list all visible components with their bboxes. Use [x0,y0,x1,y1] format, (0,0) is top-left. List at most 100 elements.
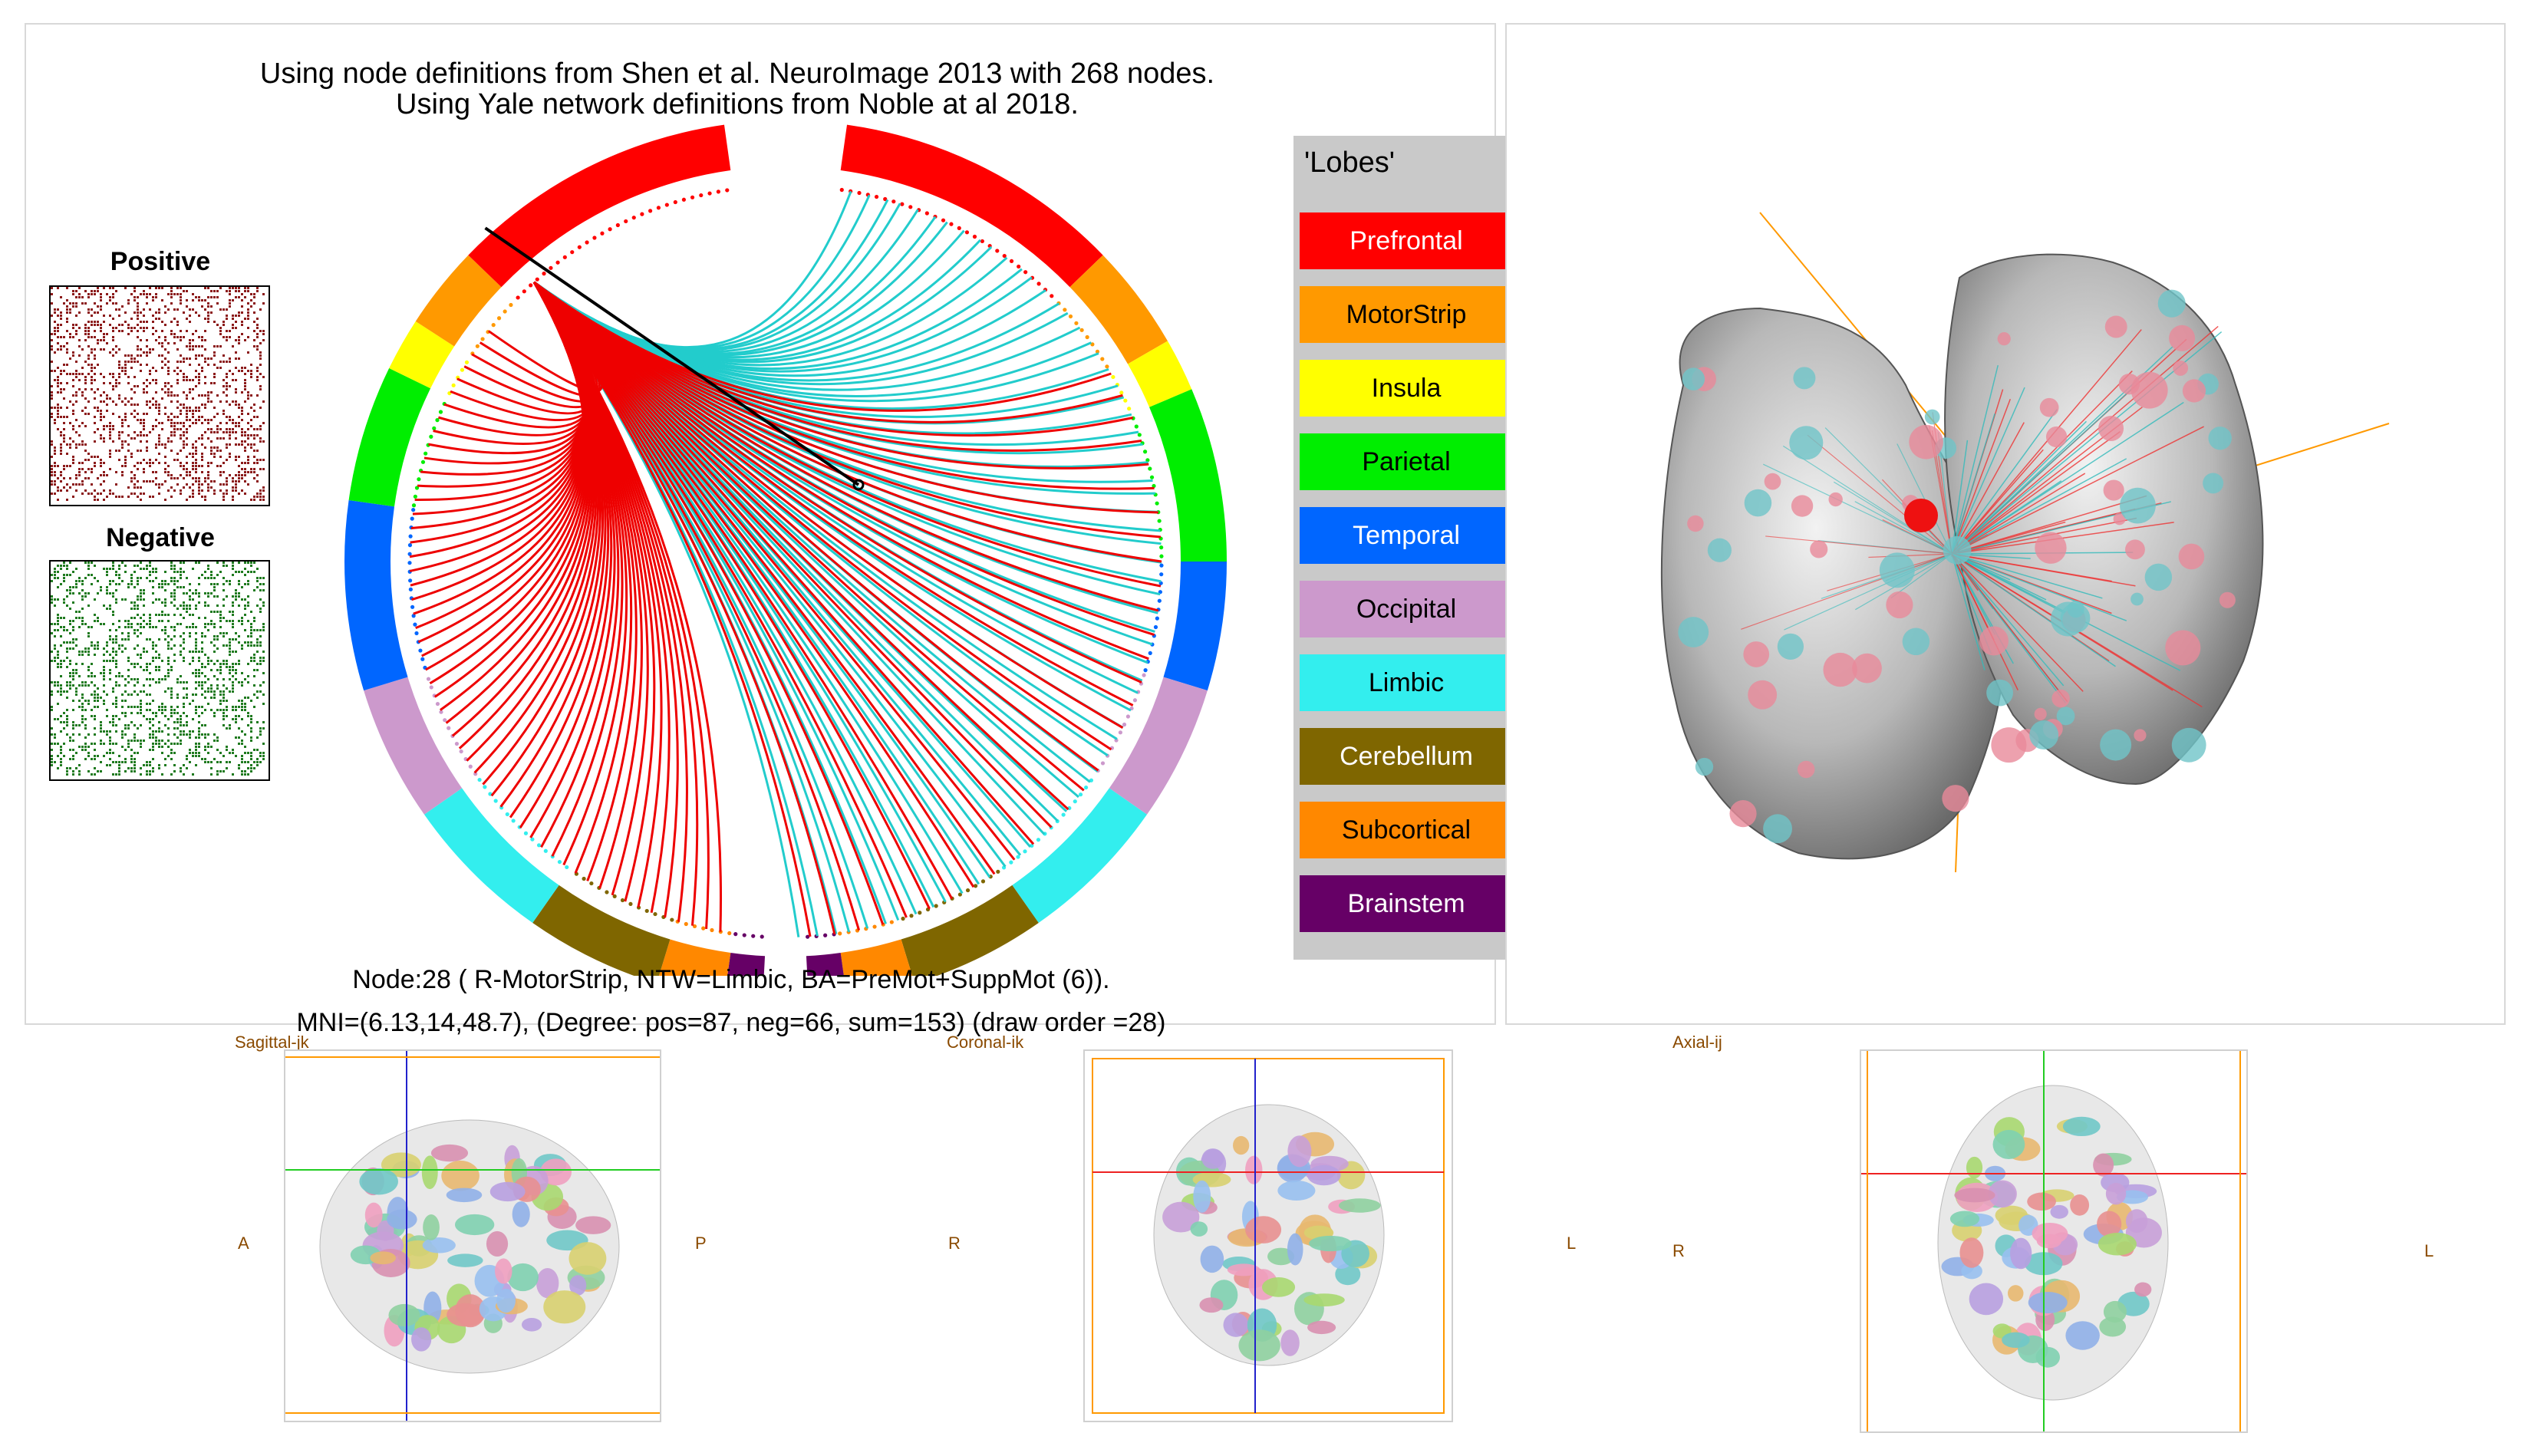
legend-item-parietal[interactable]: Parietal [1300,433,1513,490]
matrix-cell [121,496,124,498]
matrix-cell [152,641,154,644]
matrix-cell [183,373,185,375]
legend-item-motorstrip[interactable]: MotorStrip [1300,286,1513,343]
matrix-cell [216,749,219,751]
matrix-cell [204,394,206,397]
matrix-cell [219,620,222,622]
matrix-cell [229,638,231,641]
matrix-cell [256,496,259,498]
matrix-cell [226,632,228,634]
legend-item-temporal[interactable]: Temporal [1300,507,1513,564]
matrix-cell [60,721,62,723]
matrix-cell [94,614,96,616]
matrix-cell [118,397,120,400]
matrix-cell [158,437,160,440]
legend-item-occipital[interactable]: Occipital [1300,581,1513,637]
matrix-cell [244,440,246,443]
matrix-cell [244,287,246,289]
matrix-cell [192,568,194,570]
matrix-cell [112,647,114,650]
matrix-cell [100,589,102,591]
matrix-cell [222,324,225,326]
matrix-cell [84,758,87,760]
matrix-cell [173,489,176,492]
matrix-cell [66,330,68,332]
matrix-cell [94,743,96,745]
coronal-slice-viewer[interactable] [1083,1049,1453,1422]
matrix-cell [115,638,117,641]
matrix-cell [121,761,124,763]
node-dot [1061,812,1066,817]
matrix-cell [256,379,259,381]
matrix-cell [189,496,191,498]
matrix-cell [137,434,139,436]
brain-node [2067,601,2084,618]
connectivity-circle[interactable] [310,117,1261,976]
matrix-cell [176,721,179,723]
matrix-cell [235,456,237,458]
matrix-cell [219,669,222,671]
legend-item-limbic[interactable]: Limbic [1300,654,1513,711]
matrix-cell [180,296,182,298]
matrix-cell [54,743,56,745]
matrix-cell [158,730,160,733]
matrix-cell [180,623,182,625]
matrix-cell [94,311,96,314]
matrix-cell [75,370,77,372]
matrix-cell [167,644,170,647]
sagittal-slice-viewer[interactable] [284,1049,661,1422]
matrix-cell [127,327,130,329]
matrix-cell [250,299,252,301]
parcel-region [489,1181,526,1202]
sagittal-orient-right: P [695,1234,707,1253]
matrix-cell [57,598,59,601]
matrix-cell [256,758,259,760]
matrix-cell [204,709,206,711]
brain-3d-render-panel[interactable] [1505,23,2506,1025]
parcel-region [2028,1292,2068,1314]
matrix-cell [259,407,262,409]
matrix-cell [229,302,231,305]
matrix-cell [158,767,160,769]
matrix-cell [100,400,102,403]
matrix-cell [137,450,139,452]
matrix-cell [75,361,77,363]
brain-3d-render[interactable] [1507,25,2504,1022]
matrix-cell [213,407,216,409]
matrix-cell [143,321,145,323]
matrix-cell [140,654,142,656]
matrix-cell [189,598,191,601]
legend-item-brainstem[interactable]: Brainstem [1300,875,1513,932]
matrix-cell [130,397,133,400]
matrix-cell [207,394,209,397]
node-dot [941,218,946,222]
negative-matrix[interactable] [49,560,270,781]
matrix-cell [140,724,142,726]
matrix-cell [213,644,216,647]
positive-matrix[interactable] [49,285,270,506]
legend-item-subcortical[interactable]: Subcortical [1300,802,1513,858]
legend-item-prefrontal[interactable]: Prefrontal [1300,212,1513,269]
axial-slice-viewer[interactable] [1860,1049,2248,1433]
matrix-cell [143,308,145,311]
matrix-cell [81,348,84,351]
axial-slice[interactable] [1861,1051,2246,1431]
matrix-cell [109,721,111,723]
matrix-cell [210,684,213,687]
matrix-cell [137,693,139,696]
matrix-cell [183,425,185,427]
matrix-cell [232,687,234,690]
matrix-cell [87,321,90,323]
legend-item-insula[interactable]: Insula [1300,360,1513,417]
matrix-cell [91,315,93,317]
legend-item-cerebellum[interactable]: Cerebellum [1300,728,1513,785]
sagittal-slice[interactable] [285,1051,660,1421]
coronal-slice[interactable] [1085,1051,1452,1421]
matrix-cell [201,672,203,674]
matrix-cell [170,385,173,387]
matrix-cell [81,595,84,598]
matrix-cell [232,499,234,501]
matrix-cell [207,746,209,748]
matrix-cell [250,305,252,308]
matrix-cell [216,604,219,607]
